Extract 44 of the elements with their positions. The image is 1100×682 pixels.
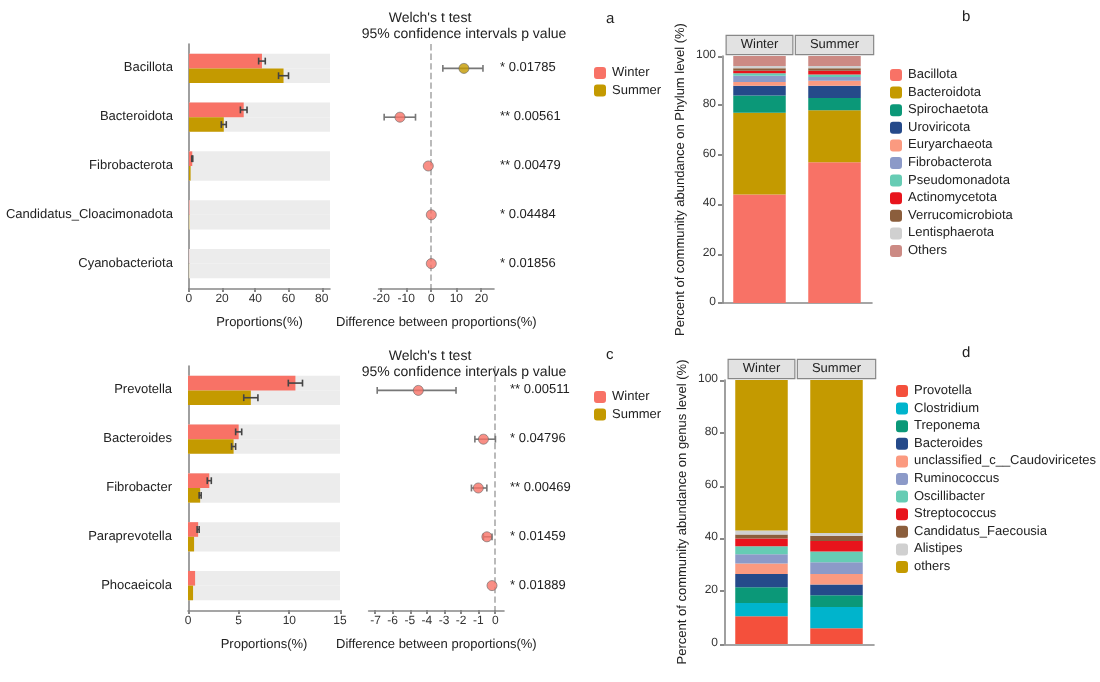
bar (810, 628, 863, 644)
point (478, 433, 489, 445)
bar (810, 562, 863, 575)
bar (808, 80, 861, 86)
bar (188, 536, 195, 552)
bar (810, 574, 863, 585)
bar (735, 587, 788, 604)
bar (810, 595, 863, 608)
bar (188, 488, 201, 503)
bar (735, 603, 788, 617)
point (425, 258, 437, 269)
bar (735, 546, 788, 555)
bar (188, 522, 199, 537)
bar (188, 439, 234, 454)
bar (735, 563, 788, 575)
bar (188, 585, 194, 601)
point (394, 111, 406, 123)
bar (808, 162, 861, 304)
bar (733, 112, 786, 195)
bar (810, 551, 863, 563)
bar (733, 85, 786, 96)
bar (808, 98, 861, 111)
bar (188, 570, 196, 586)
bar (810, 541, 863, 552)
bar (810, 584, 863, 596)
bar (733, 75, 786, 82)
point (412, 385, 424, 396)
bar (810, 607, 863, 629)
bar (733, 194, 786, 304)
point (472, 482, 484, 494)
bar (733, 95, 786, 113)
bar (735, 538, 788, 547)
bar (735, 554, 788, 564)
bar (735, 574, 788, 588)
bar (810, 535, 863, 542)
point (422, 160, 434, 172)
point (458, 63, 470, 74)
bar (188, 473, 210, 488)
bar (808, 85, 861, 99)
point (425, 209, 437, 221)
bar (808, 110, 861, 163)
bar (188, 117, 224, 132)
bar (735, 616, 788, 644)
point (486, 580, 498, 591)
